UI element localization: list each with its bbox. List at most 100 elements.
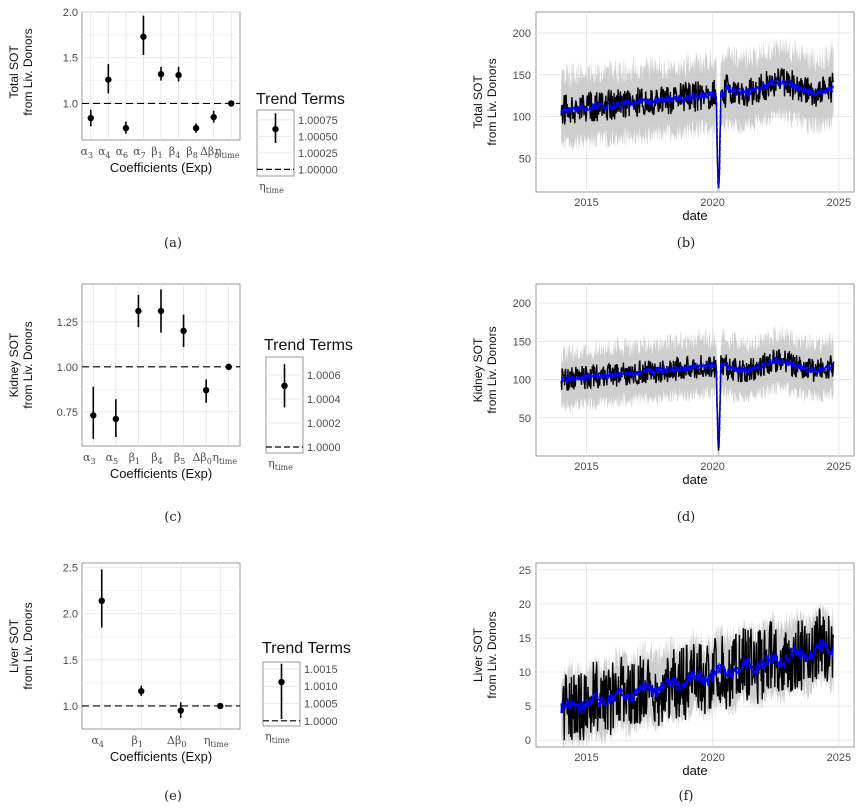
y-axis-label: Total SOTfrom Liv. Donors	[471, 58, 499, 145]
y-axis-label-line: Total SOT	[7, 45, 21, 99]
x-tick-label: α5	[106, 451, 119, 466]
trend-tick-label: 1.0000	[307, 442, 341, 454]
trend-x-tick-label-symbol: η	[259, 180, 266, 193]
fitted-series-line	[560, 78, 834, 189]
y-tick-label: 10	[519, 667, 531, 679]
y-tick-label: 2.5	[63, 563, 78, 575]
y-tick-label: 2.0	[63, 7, 78, 19]
trend-x-tick-label: ηtime	[265, 730, 290, 745]
x-tick-label-symbol: α	[91, 734, 99, 747]
trend-x-tick-label: ηtime	[268, 457, 293, 472]
trend-x-tick-label-symbol: η	[265, 730, 272, 743]
x-tick-label: ηtime	[212, 451, 237, 466]
x-tick-label-symbol: β	[151, 145, 157, 158]
y-axis-label-line: from Liv. Donors	[485, 326, 499, 413]
x-tick-label-subscript: 0	[181, 740, 186, 749]
x-tick-label-subscript: 0	[207, 457, 212, 466]
trend-tick-label: 1.00050	[298, 131, 338, 143]
caption: (c)	[164, 510, 181, 525]
x-tick-label: Δβ0	[192, 451, 211, 466]
trend-x-tick-label-symbol: η	[268, 457, 275, 470]
x-tick-label: 2020	[700, 197, 724, 209]
y-axis-label-line: Kidney SOT	[7, 332, 21, 397]
trend-title: Trend Terms	[256, 91, 345, 108]
y-tick-label: 20	[519, 599, 531, 611]
x-axis-label: Coefficients (Exp)	[110, 749, 212, 764]
x-tick-label-symbol: η	[204, 734, 211, 747]
x-tick-label-subscript: time	[219, 457, 237, 466]
coefficient-point	[105, 76, 112, 83]
y-tick-label: 200	[513, 298, 531, 310]
y-axis-label-line: Liver SOT	[7, 618, 21, 673]
trend-point	[278, 678, 285, 686]
x-tick-label: α6	[116, 145, 129, 160]
coefficient-point	[192, 124, 200, 132]
coefficient-point	[122, 124, 130, 132]
x-tick-label-subscript: time	[221, 151, 239, 160]
trend-tick-label: 1.0000	[304, 716, 338, 728]
x-tick-label: α3	[81, 145, 94, 160]
trend-tick-label: 1.0004	[307, 394, 341, 406]
x-tick-label-symbol: α	[98, 145, 106, 158]
x-tick-label-subscript: 4	[175, 151, 180, 160]
y-tick-label: 15	[519, 633, 531, 645]
coefficient-point	[98, 597, 105, 605]
x-tick-label-symbol: β	[174, 451, 180, 464]
x-tick-label-subscript: 3	[88, 151, 93, 160]
trend-title: Trend Terms	[262, 640, 351, 657]
y-tick-label: 0.75	[57, 407, 78, 419]
y-tick-label: 200	[513, 28, 531, 40]
caption: (f)	[679, 789, 694, 804]
x-tick-label: α4	[98, 145, 111, 160]
trend-point	[281, 382, 288, 389]
coefficient-point	[217, 702, 224, 710]
x-tick-label-symbol: α	[83, 451, 91, 464]
coefficient-point	[180, 327, 187, 334]
y-tick-label: 1.5	[63, 53, 78, 65]
x-tick-label-symbol: β	[169, 145, 175, 158]
observed-series-line	[560, 608, 835, 741]
y-tick-label: 1.0	[63, 701, 78, 713]
y-axis-label: Kidney SOTfrom Liv. Donors	[471, 326, 499, 413]
y-tick-label: 150	[513, 70, 531, 82]
x-tick-label-symbol: β	[151, 451, 157, 464]
caption: (b)	[677, 236, 695, 251]
coefficient-point	[90, 412, 97, 419]
x-tick-label-symbol: β	[186, 145, 192, 158]
coefficient-point	[228, 100, 235, 107]
trend-x-tick-label-subscript: time	[266, 186, 284, 195]
trend-tick-label: 1.0002	[307, 418, 341, 430]
x-tick-label-symbol: Δβ	[200, 145, 214, 158]
trend-tick-label: 1.0005	[304, 699, 338, 711]
x-tick-label: Δβ0	[200, 145, 219, 160]
coefficient-point	[157, 307, 165, 315]
coefficient-point	[175, 71, 182, 79]
trend-tick-label: 1.0006	[307, 370, 341, 382]
x-tick-label: β8	[186, 145, 197, 160]
x-tick-label: 2015	[574, 461, 598, 473]
y-tick-label: 1.5	[63, 655, 78, 667]
x-tick-label-symbol: α	[133, 145, 141, 158]
y-tick-label: 1.0	[63, 98, 78, 110]
trend-title: Trend Terms	[264, 337, 353, 354]
x-tick-label-subscript: 3	[90, 457, 95, 466]
coefficient-point	[135, 307, 142, 315]
x-tick-label-symbol: β	[132, 734, 138, 747]
x-tick-label: 2025	[827, 461, 851, 473]
y-axis-label-line: from Liv. Donors	[485, 611, 499, 698]
panel-b: 50 100 150 200 2015 2020 2025 date Total SOTfrom…	[471, 11, 855, 251]
trend-x-tick-label-subscript: time	[272, 736, 290, 745]
x-tick-label: α4	[91, 734, 104, 749]
x-tick-label: β1	[129, 451, 140, 466]
coefficient-point	[140, 33, 147, 40]
y-axis-label: Total SOTfrom Liv. Donors	[7, 28, 35, 115]
trend-tick-label: 1.00025	[298, 148, 338, 160]
y-axis-label: Liver SOTfrom Liv. Donors	[7, 602, 35, 689]
x-tick-label: β1	[132, 734, 143, 749]
plot-area-e	[81, 562, 241, 730]
x-tick-label-subscript: 6	[123, 151, 128, 160]
